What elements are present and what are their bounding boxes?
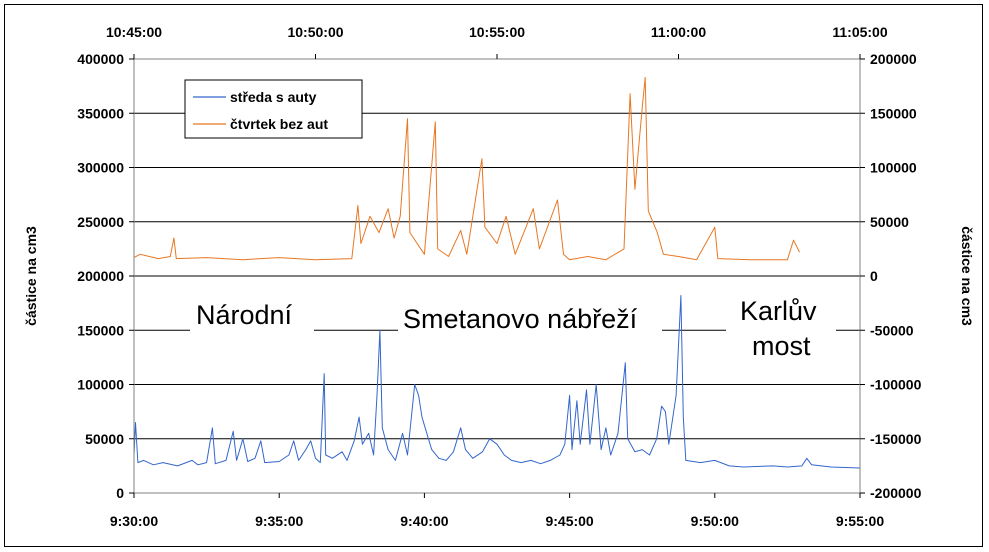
series-line bbox=[133, 76, 800, 261]
annotation-narodni: Národní bbox=[196, 300, 293, 330]
right-tick-label: -150000 bbox=[870, 431, 922, 447]
top-tick-label: 10:45:00 bbox=[106, 24, 162, 40]
left-tick-label: 50000 bbox=[85, 431, 124, 447]
annotation-bg-karluv bbox=[726, 290, 836, 362]
left-tick-label: 350000 bbox=[77, 105, 124, 121]
top-tick-label: 10:55:00 bbox=[469, 24, 525, 40]
left-tick-label: 250000 bbox=[77, 214, 124, 230]
bottom-tick-label: 9:30:00 bbox=[110, 513, 158, 529]
right-tick-label: 0 bbox=[870, 268, 878, 284]
legend-box bbox=[184, 79, 363, 139]
gridlines bbox=[134, 112, 860, 440]
left-tick-label: 0 bbox=[116, 485, 124, 501]
right-tick-label: -100000 bbox=[870, 377, 922, 393]
tick-labels: 0 50000 100000 150000 200000 250000 300000 3500… bbox=[77, 24, 921, 529]
legend-label-streda: středa s auty bbox=[230, 89, 317, 105]
top-tick-label: 10:50:00 bbox=[287, 24, 343, 40]
left-tick-label: 150000 bbox=[77, 322, 124, 338]
legend-label-ctvrtek: čtvrtek bez aut bbox=[230, 116, 328, 132]
left-tick-label: 100000 bbox=[77, 377, 124, 393]
annotation-karluv: Karlův bbox=[740, 296, 817, 326]
annotation-most: most bbox=[752, 331, 811, 361]
top-tick-label: 11:00:00 bbox=[651, 24, 706, 40]
series-line bbox=[133, 295, 861, 469]
left-axis-label: částice na cm3 bbox=[23, 226, 39, 326]
bottom-tick-label: 9:50:00 bbox=[691, 513, 739, 529]
left-tick-label: 200000 bbox=[77, 268, 124, 284]
left-tick-label: 400000 bbox=[77, 51, 124, 67]
annotations: Národní Smetanovo nábřeží Karlův most bbox=[190, 290, 836, 362]
right-tick-label: 100000 bbox=[870, 160, 917, 176]
bottom-tick-label: 9:40:00 bbox=[400, 513, 448, 529]
bottom-tick-label: 9:55:00 bbox=[836, 513, 884, 529]
left-tick-label: 300000 bbox=[77, 160, 124, 176]
annotation-bg-narodni bbox=[190, 294, 314, 334]
right-tick-label: 150000 bbox=[870, 105, 917, 121]
right-axis-label: částice na cm3 bbox=[959, 226, 975, 326]
legend: středa s auty čtvrtek bez aut bbox=[184, 79, 363, 139]
top-tick-label: 11:05:00 bbox=[832, 24, 887, 40]
annotation-smetanovo: Smetanovo nábřeží bbox=[403, 304, 638, 334]
annotation-bg-smetanovo bbox=[398, 296, 662, 336]
right-tick-label: 50000 bbox=[870, 214, 909, 230]
bottom-tick-label: 9:45:00 bbox=[545, 513, 593, 529]
right-tick-label: -50000 bbox=[870, 322, 914, 338]
series-layer bbox=[133, 76, 861, 469]
right-tick-label: 200000 bbox=[870, 51, 917, 67]
bottom-tick-label: 9:35:00 bbox=[255, 513, 303, 529]
axes bbox=[129, 54, 865, 498]
right-tick-label: -200000 bbox=[870, 485, 922, 501]
